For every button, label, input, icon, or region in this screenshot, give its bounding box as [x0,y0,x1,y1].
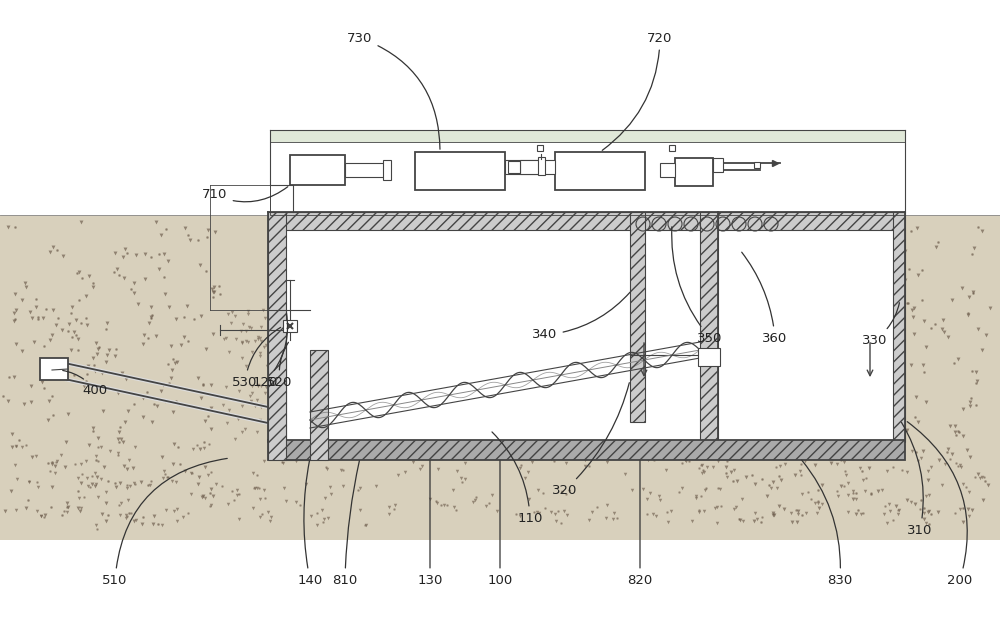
Bar [0,215,268,525]
Text: 100: 100 [487,461,513,586]
Text: 730: 730 [347,31,440,149]
Text: 320: 320 [552,382,629,497]
Bar [270,130,905,215]
Text: 400: 400 [63,371,108,396]
Bar [508,161,520,173]
Bar [718,215,1000,525]
Text: 710: 710 [202,187,288,202]
Text: 520: 520 [267,342,293,389]
Bar [270,130,905,142]
Bar [718,212,903,230]
Bar [268,212,718,442]
Bar [290,155,345,185]
Text: 140: 140 [297,461,323,586]
Bar [505,160,540,174]
Bar [0,440,1000,540]
Bar [383,160,391,180]
Bar [345,163,385,177]
Bar [538,157,545,175]
Bar [675,158,713,186]
Text: 350: 350 [672,227,723,344]
Bar [310,350,328,460]
Bar [893,212,905,442]
Text: 110: 110 [492,432,543,525]
Bar [718,212,903,442]
Bar [268,310,286,460]
Bar [40,358,68,380]
Bar [283,320,297,332]
Text: 310: 310 [901,423,933,537]
Text: 530: 530 [232,327,281,389]
Text: 830: 830 [802,460,853,586]
Bar [268,212,718,230]
Text: 360: 360 [742,252,788,344]
Text: 720: 720 [602,31,673,150]
Bar [268,212,286,440]
Bar [660,163,675,177]
Bar [520,160,555,174]
Text: 510: 510 [102,458,227,586]
Text: 820: 820 [627,461,653,586]
Bar [268,440,905,460]
Text: 130: 130 [417,461,443,586]
Bar [698,348,720,366]
Text: 200: 200 [907,421,973,586]
Bar [555,152,645,190]
Text: 120: 120 [252,313,288,389]
Bar [630,212,645,422]
Text: 330: 330 [862,303,899,347]
Text: 340: 340 [532,292,630,342]
Bar [713,158,723,172]
Bar [270,130,905,215]
Bar [700,212,718,440]
Bar [415,152,505,190]
Text: 810: 810 [332,461,359,586]
